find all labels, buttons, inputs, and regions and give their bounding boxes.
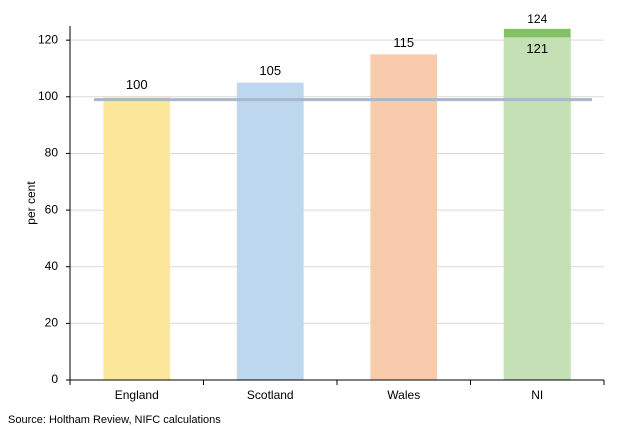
bar [236,82,304,380]
source-note: Source: Holtham Review, NIFC calculation… [8,414,221,426]
y-tick-label: 100 [38,89,58,103]
value-label: 100 [126,77,148,92]
bar [503,37,571,380]
value-label: 105 [259,63,281,78]
y-tick-label: 60 [45,202,59,216]
y-tick-label: 80 [45,146,59,160]
x-tick-label: England [115,388,159,402]
x-tick-label: NI [531,388,543,402]
y-tick-label: 0 [51,372,58,386]
bar [370,54,438,380]
overlay-value-label: 124 [527,12,547,26]
value-label: 115 [393,35,414,50]
y-tick-label: 20 [45,316,59,330]
x-tick-label: Wales [387,388,420,402]
x-tick-label: Scotland [247,388,294,402]
y-tick-label: 40 [45,259,59,273]
y-tick-label: 120 [38,32,58,46]
y-axis-label: per cent [24,181,38,225]
bar [103,96,171,381]
value-label: 121 [526,41,548,56]
